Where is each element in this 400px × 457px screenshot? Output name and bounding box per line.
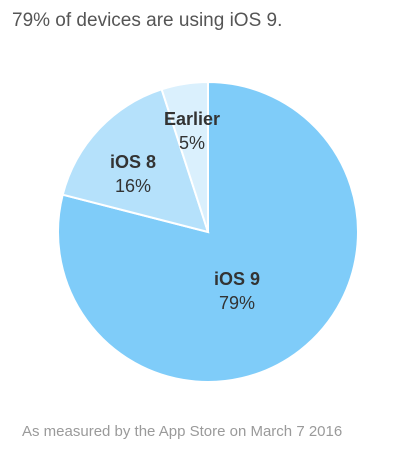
slice-value-label: 79%	[219, 293, 255, 313]
slice-value-label: 5%	[179, 133, 205, 153]
slice-label: iOS 8	[110, 152, 156, 172]
pie-slice	[160, 80, 209, 233]
pie-slice	[61, 88, 210, 234]
footnote: As measured by the App Store on March 7 …	[22, 423, 342, 440]
slice-label: Earlier	[164, 109, 220, 129]
slice-value-label: 16%	[115, 176, 151, 196]
slice-label: iOS 9	[214, 269, 260, 289]
chart-title: 79% of devices are using iOS 9.	[12, 10, 282, 31]
